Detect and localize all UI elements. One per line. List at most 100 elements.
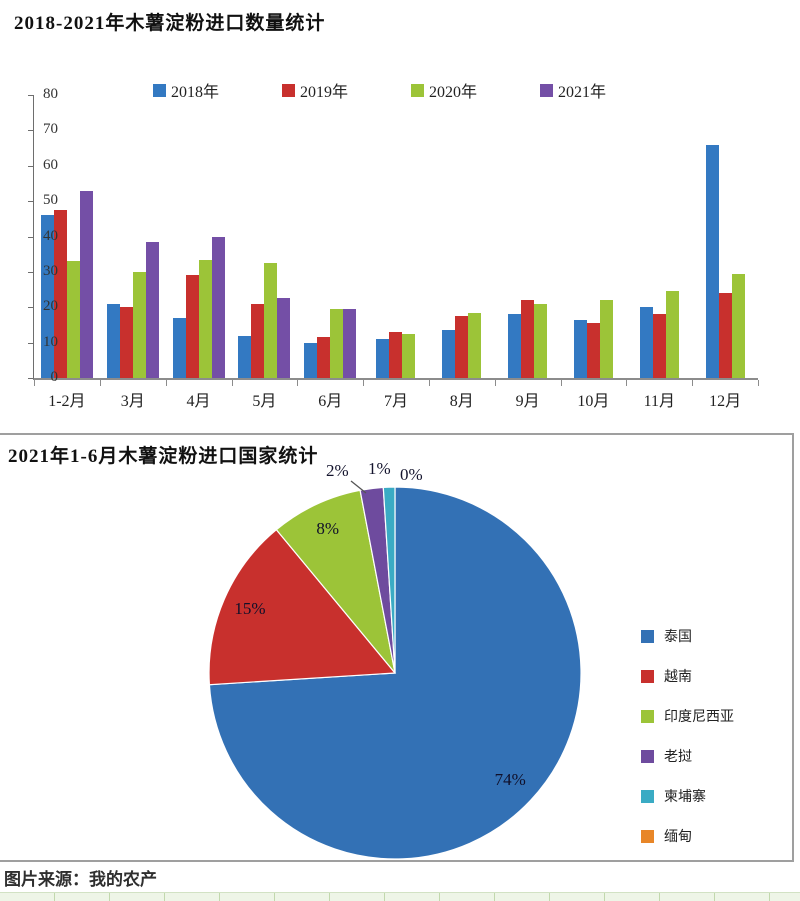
bar-chart-title: 2018-2021年木薯淀粉进口数量统计	[14, 13, 326, 34]
bar-2020年-11月	[665, 291, 679, 378]
legend-swatch	[641, 629, 654, 643]
pie-slices: 74% 15% 8%	[208, 486, 582, 860]
pie-legend-item-老挝: 老挝	[641, 746, 734, 766]
pie-percent-label-泰国: 74%	[495, 770, 526, 789]
x-axis-tick	[165, 380, 167, 386]
y-axis-label: 50	[43, 192, 58, 209]
bar-2018年-4月	[172, 317, 186, 378]
y-axis-label: 10	[43, 333, 58, 350]
pie-slice-越南	[208, 528, 397, 686]
y-axis-tick	[28, 201, 33, 203]
bar-group-11月	[626, 95, 692, 378]
bar-2019年-4月	[185, 275, 199, 378]
bar-2020年-10月	[599, 300, 613, 378]
bar-2018年-9月	[508, 314, 522, 378]
bar-2020年-4月	[198, 259, 212, 378]
bar-group-6月	[297, 95, 363, 378]
legend-label: 越南	[664, 668, 692, 684]
y-axis-label: 30	[43, 262, 58, 279]
x-axis-label-4月: 4月	[186, 393, 211, 410]
bar-2018年-11月	[639, 307, 653, 378]
bar-2020年-9月	[534, 303, 548, 378]
y-axis-tick	[28, 236, 33, 238]
x-axis-label-3月: 3月	[120, 393, 145, 410]
bar-legend-item-2018年: 2018年	[153, 78, 219, 102]
x-axis-tick	[560, 380, 562, 386]
bar-2020年-12月	[731, 273, 745, 378]
table-top-strip	[0, 892, 800, 901]
y-axis-tick	[28, 307, 33, 309]
legend-label: 缅甸	[664, 828, 692, 844]
bar-chart-section: 2018-2021年木薯淀粉进口数量统计 2018年 2019年 2020年 2021…	[0, 0, 800, 433]
pie-legend-item-柬埔寨: 柬埔寨	[641, 786, 734, 806]
bar-legend-item-2021年: 2021年	[540, 78, 606, 102]
x-axis-label-9月: 9月	[515, 393, 540, 410]
pie-slice-柬埔寨	[382, 486, 396, 674]
bar-2020年-6月	[330, 309, 344, 378]
bar-2021年-5月	[277, 298, 291, 378]
y-axis-tick	[28, 378, 33, 379]
x-axis-tick	[494, 380, 496, 386]
bar-2020年-8月	[468, 312, 482, 378]
source-caption: 图片来源：我的农产	[4, 870, 157, 889]
bar-2019年-5月	[251, 303, 265, 378]
bar-2021年-3月	[145, 241, 159, 378]
x-axis-label-6月: 6月	[318, 393, 343, 410]
x-axis-label-8月: 8月	[449, 393, 474, 410]
y-axis-label: 0	[50, 369, 59, 385]
x-axis-tick	[692, 380, 694, 386]
pie-chart-section: 2021年1-6月木薯淀粉进口国家统计 74% 15% 8% 2% 1% 0% 泰国…	[0, 433, 794, 862]
pie-legend-item-印度尼西亚: 印度尼西亚	[641, 706, 734, 726]
bar-2018年-12月	[705, 144, 719, 378]
legend-label: 泰国	[664, 628, 692, 644]
bar-2021年-4月	[211, 236, 225, 378]
y-axis-label: 60	[43, 156, 58, 173]
bar-group-1-2月	[34, 95, 100, 378]
x-axis-tick	[758, 380, 759, 386]
bar-group-3月	[100, 95, 166, 378]
pie-svg: 74% 15% 8%	[208, 480, 582, 860]
y-axis-tick	[28, 165, 33, 167]
pie-percent-label-越南: 15%	[234, 599, 265, 618]
y-axis-tick	[28, 130, 33, 132]
bar-2019年-11月	[652, 314, 666, 378]
bar-chart-legend: 2018年 2019年 2020年 2021年	[153, 78, 606, 102]
bar-2018年-5月	[238, 335, 252, 378]
bar-legend-item-2020年: 2020年	[411, 78, 477, 102]
legend-swatch	[641, 829, 654, 843]
bar-2019年-9月	[521, 300, 535, 378]
x-axis-tick	[99, 380, 101, 386]
pie-outside-label-myanmar: 0%	[400, 465, 423, 484]
bar-2020年-3月	[132, 271, 146, 378]
legend-swatch	[641, 749, 654, 763]
bar-2019年-8月	[455, 316, 469, 378]
bar-2019年-12月	[718, 293, 732, 378]
legend-swatch	[641, 669, 654, 683]
pie-percent-label-印度尼西亚: 8%	[316, 519, 339, 538]
bar-2019年-1-2月	[53, 210, 67, 378]
y-axis-tick	[28, 271, 33, 273]
bar-group-4月	[166, 95, 232, 378]
bar-2019年-7月	[389, 332, 403, 378]
bar-2020年-5月	[264, 263, 278, 378]
bar-2018年-8月	[442, 330, 456, 378]
y-axis-label: 80	[43, 86, 58, 102]
x-axis-tick	[428, 380, 430, 386]
bar-group-12月	[692, 95, 758, 378]
legend-label: 柬埔寨	[664, 788, 706, 804]
bar-group-7月	[363, 95, 429, 378]
legend-label: 2021年	[558, 84, 607, 101]
x-axis-label-7月: 7月	[383, 393, 408, 410]
bar-2018年-10月	[573, 319, 587, 378]
pie-slice-印度尼西亚	[275, 489, 396, 674]
legend-label: 老挝	[664, 748, 692, 764]
bar-2020年-1-2月	[66, 261, 80, 378]
y-axis-label: 70	[43, 121, 58, 138]
legend-swatch	[540, 83, 554, 97]
bar-group-9月	[495, 95, 561, 378]
bar-2019年-10月	[586, 323, 600, 378]
legend-label: 印度尼西亚	[664, 708, 734, 724]
legend-swatch	[153, 83, 166, 97]
x-axis-label-10月: 10月	[577, 393, 610, 410]
pie-legend-item-泰国: 泰国	[641, 626, 734, 646]
